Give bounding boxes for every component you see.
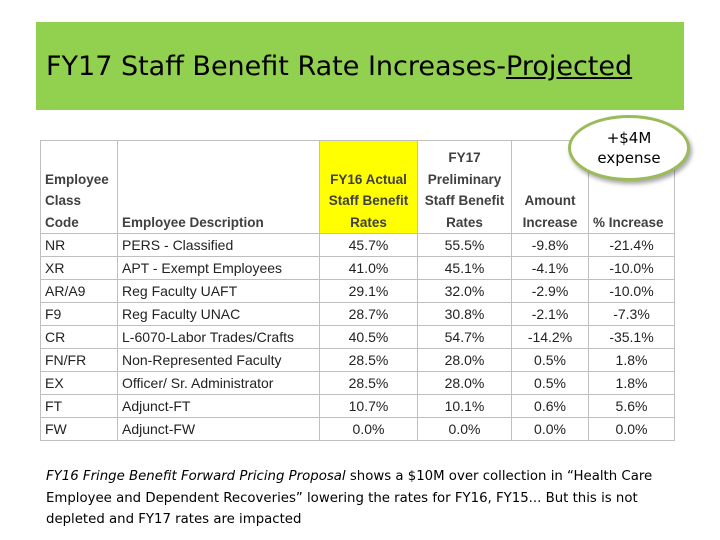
cell-code: FT [40, 394, 118, 418]
cell-code: AR/A9 [40, 279, 118, 303]
cell-description: APT - Exempt Employees [117, 256, 320, 280]
table-row: CR L-6070-Labor Trades/Crafts 40.5% 54.7… [40, 325, 675, 349]
cell-description: Adjunct-FW [117, 417, 320, 441]
cell-code: F9 [40, 302, 118, 326]
cell-description: Non-Represented Faculty [117, 348, 320, 372]
cell-fy17-rate: 0.0% [417, 417, 512, 441]
expense-callout-bubble: +$4M expense [568, 115, 690, 181]
slide-title-underlined: Projected [506, 51, 633, 82]
table-row: FW Adjunct-FW 0.0% 0.0% 0.0% 0.0% [40, 417, 675, 441]
table-row: NR PERS - Classified 45.7% 55.5% -9.8% -… [40, 233, 675, 257]
cell-code: XR [40, 256, 118, 280]
table-row: FN/FR Non-Represented Faculty 28.5% 28.0… [40, 348, 675, 372]
cell-fy16-rate: 28.5% [319, 348, 418, 372]
table-row: AR/A9 Reg Faculty UAFT 29.1% 32.0% -2.9%… [40, 279, 675, 303]
cell-fy16-rate: 29.1% [319, 279, 418, 303]
cell-percent-increase: 1.8% [588, 348, 675, 372]
cell-code: FN/FR [40, 348, 118, 372]
cell-fy16-rate: 40.5% [319, 325, 418, 349]
cell-amount-increase: -9.8% [511, 233, 589, 257]
table-row: EX Officer/ Sr. Administrator 28.5% 28.0… [40, 371, 675, 395]
title-banner: FY17 Staff Benefit Rate Increases-Projec… [36, 22, 684, 110]
cell-fy17-rate: 45.1% [417, 256, 512, 280]
cell-percent-increase: -10.0% [588, 256, 675, 280]
cell-description: Officer/ Sr. Administrator [117, 371, 320, 395]
cell-description: L-6070-Labor Trades/Crafts [117, 325, 320, 349]
header-employee-description: Employee Description [117, 140, 320, 234]
cell-amount-increase: -2.1% [511, 302, 589, 326]
table-header-row: Employee Class Code Employee Description… [40, 140, 675, 234]
cell-fy17-rate: 55.5% [417, 233, 512, 257]
cell-amount-increase: 0.5% [511, 371, 589, 395]
cell-amount-increase: -2.9% [511, 279, 589, 303]
rates-table: Employee Class Code Employee Description… [40, 140, 675, 441]
table-row: FT Adjunct-FT 10.7% 10.1% 0.6% 5.6% [40, 394, 675, 418]
cell-fy16-rate: 28.7% [319, 302, 418, 326]
cell-amount-increase: -4.1% [511, 256, 589, 280]
footnote-text: FY16 Fringe Benefit Forward Pricing Prop… [46, 466, 682, 531]
cell-fy16-rate: 10.7% [319, 394, 418, 418]
header-fy17-preliminary-rates: FY17 Preliminary Staff Benefit Rates [417, 140, 512, 234]
rates-table-container: Employee Class Code Employee Description… [40, 140, 675, 441]
cell-fy17-rate: 32.0% [417, 279, 512, 303]
footnote-rest: shows a $10M over collection in “Health … [46, 469, 653, 527]
slide-title: FY17 Staff Benefit Rate Increases-Projec… [46, 50, 632, 84]
header-fy16-actual-rates: FY16 Actual Staff Benefit Rates [319, 140, 418, 234]
cell-fy16-rate: 45.7% [319, 233, 418, 257]
cell-amount-increase: -14.2% [511, 325, 589, 349]
cell-code: EX [40, 371, 118, 395]
cell-description: Reg Faculty UNAC [117, 302, 320, 326]
cell-description: PERS - Classified [117, 233, 320, 257]
cell-description: Reg Faculty UAFT [117, 279, 320, 303]
cell-fy17-rate: 30.8% [417, 302, 512, 326]
table-row: XR APT - Exempt Employees 41.0% 45.1% -4… [40, 256, 675, 280]
header-employee-class-code: Employee Class Code [40, 140, 118, 234]
table-row: F9 Reg Faculty UNAC 28.7% 30.8% -2.1% -7… [40, 302, 675, 326]
cell-amount-increase: 0.0% [511, 417, 589, 441]
cell-fy16-rate: 0.0% [319, 417, 418, 441]
cell-percent-increase: -35.1% [588, 325, 675, 349]
cell-fy17-rate: 28.0% [417, 348, 512, 372]
cell-fy17-rate: 10.1% [417, 394, 512, 418]
cell-amount-increase: 0.5% [511, 348, 589, 372]
cell-percent-increase: -10.0% [588, 279, 675, 303]
footnote-italic: FY16 Fringe Benefit Forward Pricing Prop… [46, 469, 346, 484]
cell-fy17-rate: 54.7% [417, 325, 512, 349]
cell-code: CR [40, 325, 118, 349]
cell-fy17-rate: 28.0% [417, 371, 512, 395]
cell-percent-increase: -21.4% [588, 233, 675, 257]
expense-callout-text: +$4M expense [597, 129, 661, 167]
cell-percent-increase: 1.8% [588, 371, 675, 395]
cell-percent-increase: -7.3% [588, 302, 675, 326]
cell-percent-increase: 5.6% [588, 394, 675, 418]
slide-title-main: FY17 Staff Benefit Rate Increases- [46, 51, 507, 82]
cell-fy16-rate: 28.5% [319, 371, 418, 395]
cell-amount-increase: 0.6% [511, 394, 589, 418]
cell-description: Adjunct-FT [117, 394, 320, 418]
cell-fy16-rate: 41.0% [319, 256, 418, 280]
cell-code: FW [40, 417, 118, 441]
cell-code: NR [40, 233, 118, 257]
cell-percent-increase: 0.0% [588, 417, 675, 441]
